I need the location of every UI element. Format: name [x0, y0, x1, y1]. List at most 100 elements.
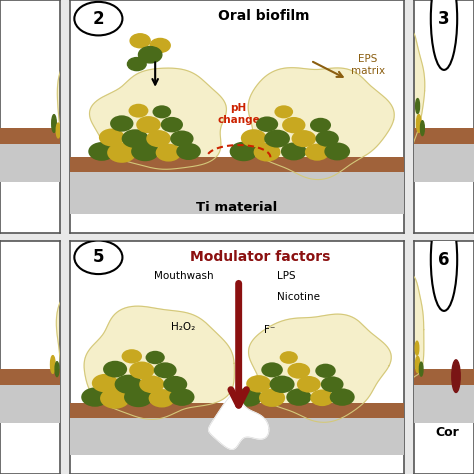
Bar [70, 173, 404, 214]
Circle shape [99, 128, 125, 146]
Circle shape [146, 351, 165, 364]
Circle shape [330, 388, 355, 406]
Text: 2: 2 [92, 9, 104, 27]
Circle shape [235, 388, 262, 407]
Bar [414, 369, 474, 385]
Circle shape [155, 144, 182, 162]
Text: Modulator factors: Modulator factors [190, 250, 330, 264]
Circle shape [146, 130, 171, 147]
Circle shape [256, 117, 278, 132]
Circle shape [107, 142, 137, 163]
Circle shape [56, 123, 60, 138]
Circle shape [153, 105, 171, 118]
Circle shape [292, 130, 316, 147]
Circle shape [74, 2, 122, 36]
Circle shape [136, 116, 161, 133]
Text: LPS: LPS [277, 271, 296, 281]
Circle shape [286, 388, 311, 406]
Polygon shape [248, 314, 391, 422]
Circle shape [122, 129, 148, 148]
Circle shape [315, 364, 336, 378]
Circle shape [261, 362, 283, 377]
Circle shape [128, 57, 146, 71]
Circle shape [92, 374, 118, 392]
Text: Mouthwash: Mouthwash [154, 271, 213, 281]
Polygon shape [209, 394, 269, 449]
Bar [0, 128, 60, 145]
Circle shape [170, 130, 193, 147]
Text: 3: 3 [438, 9, 450, 27]
Circle shape [415, 341, 419, 355]
Bar [414, 145, 474, 182]
Circle shape [124, 387, 153, 407]
Text: F⁻: F⁻ [264, 325, 275, 335]
Circle shape [51, 356, 55, 374]
Polygon shape [84, 306, 234, 419]
Circle shape [310, 390, 334, 406]
Circle shape [321, 376, 344, 392]
Circle shape [169, 388, 194, 406]
Circle shape [305, 144, 329, 161]
Circle shape [280, 351, 298, 364]
Circle shape [264, 130, 290, 147]
Circle shape [129, 362, 155, 379]
Circle shape [282, 117, 305, 133]
Circle shape [431, 209, 457, 311]
Circle shape [131, 142, 159, 161]
Bar [0, 369, 60, 385]
Circle shape [416, 356, 419, 373]
Polygon shape [57, 31, 92, 152]
Text: 5: 5 [92, 248, 104, 266]
Circle shape [310, 118, 331, 132]
Circle shape [246, 375, 271, 392]
Circle shape [150, 38, 170, 53]
Circle shape [452, 360, 460, 392]
Circle shape [88, 142, 115, 161]
Circle shape [81, 387, 109, 407]
Text: Cor: Cor [435, 426, 459, 438]
Circle shape [270, 375, 294, 393]
Text: EPS
matrix: EPS matrix [351, 55, 385, 76]
Polygon shape [248, 68, 394, 180]
Circle shape [149, 389, 175, 408]
Circle shape [416, 99, 419, 113]
Circle shape [297, 376, 321, 392]
Polygon shape [56, 273, 92, 395]
Circle shape [115, 374, 142, 394]
Bar [70, 157, 404, 173]
Polygon shape [90, 68, 227, 169]
Bar [70, 418, 404, 456]
Bar [414, 385, 474, 423]
Circle shape [100, 388, 130, 409]
Circle shape [74, 240, 122, 274]
Circle shape [121, 349, 142, 364]
Text: 6: 6 [438, 251, 450, 269]
Circle shape [139, 375, 164, 393]
Text: Ti material: Ti material [196, 201, 278, 214]
Circle shape [417, 115, 421, 132]
Circle shape [110, 115, 134, 132]
Circle shape [316, 130, 339, 147]
Bar [0, 145, 60, 182]
Text: H₂O₂: H₂O₂ [172, 322, 196, 332]
Circle shape [154, 362, 177, 378]
Circle shape [324, 143, 350, 160]
Circle shape [281, 143, 307, 160]
Bar [414, 128, 474, 145]
Text: Oral biofilm: Oral biofilm [218, 9, 310, 23]
Circle shape [163, 376, 187, 392]
Circle shape [176, 143, 201, 160]
Bar [0, 385, 60, 423]
Circle shape [254, 143, 281, 162]
Circle shape [52, 115, 56, 132]
Text: Nicotine: Nicotine [277, 292, 320, 302]
Circle shape [103, 361, 127, 377]
Circle shape [287, 363, 310, 379]
Circle shape [130, 34, 150, 48]
Circle shape [128, 104, 148, 118]
Circle shape [55, 362, 59, 377]
Polygon shape [392, 270, 424, 387]
Circle shape [241, 129, 266, 147]
Circle shape [419, 362, 423, 376]
Circle shape [431, 0, 457, 70]
